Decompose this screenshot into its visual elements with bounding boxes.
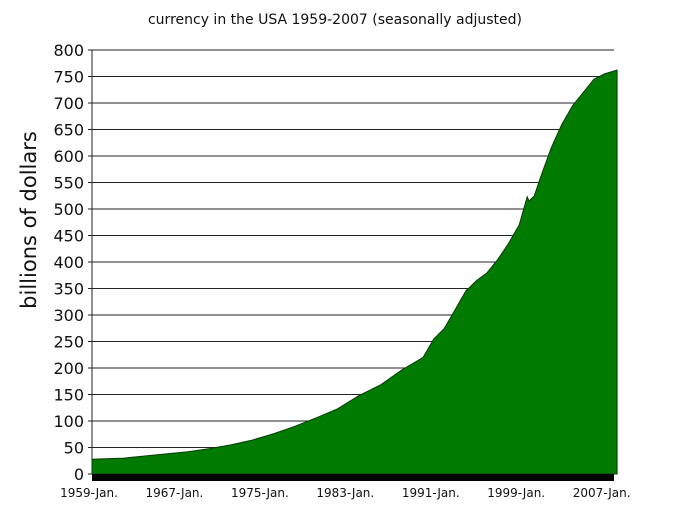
area-series — [91, 69, 618, 475]
y-tick-label: 350 — [53, 280, 84, 299]
y-tick-label: 600 — [53, 147, 84, 166]
y-tick-label: 400 — [53, 253, 84, 272]
baseline-bar — [92, 474, 614, 481]
y-tick-label: 800 — [53, 41, 84, 60]
y-tick-label: 0 — [74, 465, 84, 484]
y-tick-label: 500 — [53, 200, 84, 219]
x-tick-label: 1983-Jan. — [316, 486, 374, 500]
y-tick-label: 50 — [64, 439, 84, 458]
x-tick-label: 1991-Jan. — [402, 486, 460, 500]
y-axis-label: billions of dollars — [17, 131, 41, 309]
y-tick-label: 650 — [53, 121, 84, 140]
y-tick-label: 300 — [53, 306, 84, 325]
chart-title: currency in the USA 1959-2007 (seasonall… — [148, 12, 522, 28]
y-tick-label: 550 — [53, 174, 84, 193]
x-tick-label: 1959-Jan. — [60, 486, 118, 500]
x-tick-label: 2007-Jan. — [573, 486, 631, 500]
y-tick-label: 450 — [53, 227, 84, 246]
y-tick-label: 700 — [53, 94, 84, 113]
x-tick-label: 1999-Jan. — [487, 486, 545, 500]
x-tick-label: 1975-Jan. — [231, 486, 289, 500]
y-tick-label: 250 — [53, 333, 84, 352]
y-tick-label: 100 — [53, 412, 84, 431]
y-tick-label: 750 — [53, 68, 84, 87]
x-tick-label: 1967-Jan. — [146, 486, 204, 500]
y-tick-label: 150 — [53, 386, 84, 405]
y-tick-label: 200 — [53, 359, 84, 378]
